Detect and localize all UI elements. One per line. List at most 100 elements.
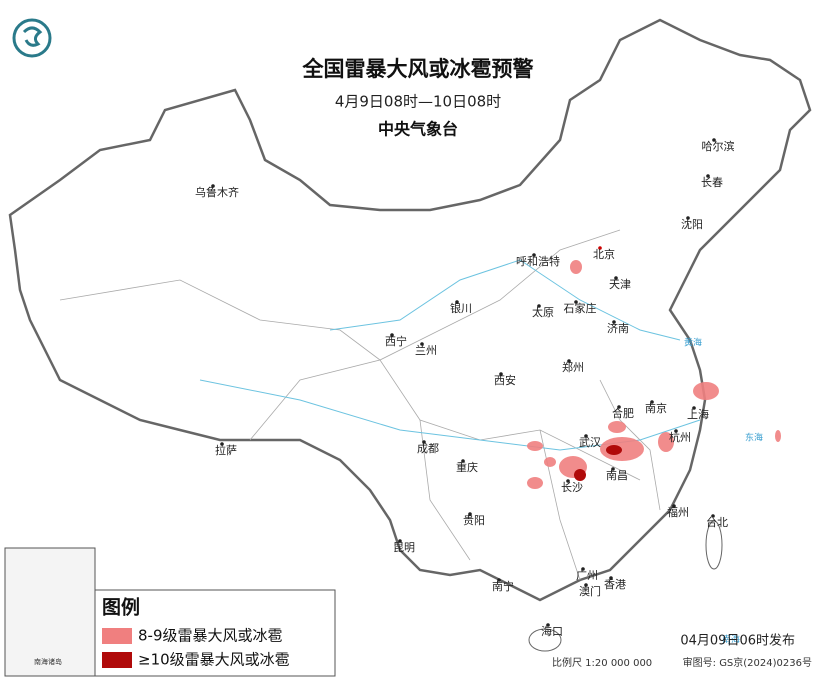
- city-dot: [609, 576, 613, 580]
- logo-mark: [22, 26, 43, 47]
- city-label: 银川: [450, 301, 472, 315]
- city-label: 郑州: [562, 360, 584, 374]
- city-dot: [581, 567, 585, 571]
- city-dot: [612, 320, 616, 324]
- city-dot: [455, 300, 459, 304]
- city-dot: [566, 479, 570, 483]
- city-dot: [674, 429, 678, 433]
- logo: [12, 18, 52, 58]
- warning-area-moderate: [544, 457, 556, 467]
- warning-areas: [527, 260, 781, 489]
- city-dot: [420, 342, 424, 346]
- warning-area-severe: [606, 445, 622, 455]
- city-dot: [598, 246, 602, 250]
- warning-area-moderate: [527, 477, 543, 489]
- legend-label: ≥10级雷暴大风或冰雹: [138, 651, 290, 669]
- legend-title: 图例: [102, 596, 140, 619]
- city-dot: [712, 138, 716, 142]
- city-dot: [499, 372, 503, 376]
- city-label: 澳门: [579, 584, 601, 598]
- city-dot: [567, 359, 571, 363]
- city-label: 南宁: [492, 579, 514, 593]
- city-label: 重庆: [456, 460, 478, 474]
- city-label: 济南: [607, 321, 629, 335]
- city-dot: [574, 300, 578, 304]
- warning-area-moderate: [608, 421, 626, 433]
- city-label: 天津: [609, 278, 631, 291]
- city-label: 石家庄: [564, 301, 597, 315]
- inset: [4, 547, 96, 677]
- city-label: 兰州: [415, 344, 437, 357]
- city-label: 哈尔滨: [702, 139, 735, 153]
- city-dot: [706, 174, 710, 178]
- city-label: 西安: [494, 373, 516, 387]
- city-dot: [584, 434, 588, 438]
- subtitle: 4月9日08时—10日08时: [335, 93, 501, 111]
- city-dot: [532, 253, 536, 257]
- city-dot: [390, 333, 394, 337]
- city-label: 贵阳: [463, 514, 485, 527]
- city-dot: [398, 539, 402, 543]
- city-dot: [461, 459, 465, 463]
- city-label: 合肥: [612, 406, 634, 420]
- city-label: 南京: [645, 401, 667, 415]
- city-dot: [711, 514, 715, 518]
- scale: 比例尺 1:20 000 000: [552, 656, 652, 669]
- warning-area-moderate: [775, 430, 781, 442]
- city-dot: [220, 442, 224, 446]
- city-dot: [422, 440, 426, 444]
- city-dot: [497, 578, 501, 582]
- city-label: 广州: [576, 569, 598, 582]
- city-label: 西宁: [385, 334, 407, 348]
- city-label: 沈阳: [681, 217, 703, 231]
- city-dot: [537, 304, 541, 308]
- warning-area-moderate: [658, 432, 674, 452]
- warning-area-moderate: [527, 441, 543, 451]
- warning-area-moderate: [600, 437, 644, 461]
- issued-time: 04月09日06时发布: [680, 633, 795, 649]
- inset-label: 南海诸岛: [34, 657, 62, 666]
- city-dot: [650, 400, 654, 404]
- sea-label: 东海: [745, 432, 763, 444]
- warning-area-severe: [574, 469, 586, 481]
- city-label: 昆明: [393, 541, 415, 554]
- city-dot: [546, 623, 550, 627]
- legend-items: 8-9级雷暴大风或冰雹 ≥10级雷暴大风或冰雹: [102, 627, 290, 669]
- city-label: 香港: [604, 578, 626, 591]
- city-dot: [617, 405, 621, 409]
- city-label: 杭州: [669, 430, 691, 444]
- city-dot: [611, 467, 615, 471]
- city-dot: [672, 504, 676, 508]
- rivers: [199, 259, 701, 451]
- city-label: 海口: [541, 624, 563, 638]
- city-label: 乌鲁木齐: [195, 185, 239, 199]
- city-label: 长春: [701, 176, 723, 189]
- legend-box: [94, 589, 336, 677]
- province-lines: [59, 229, 661, 581]
- city-dot: [211, 184, 215, 188]
- city-label: 呼和浩特: [516, 254, 560, 268]
- issuer: 中央气象台: [378, 120, 458, 139]
- city-label: 台北: [706, 515, 728, 529]
- hainan: [528, 628, 562, 652]
- taiwan: [705, 520, 723, 570]
- city-dot: [614, 276, 618, 280]
- city-dot: [584, 583, 588, 587]
- city-dot: [692, 406, 696, 410]
- city-label: 长沙: [561, 481, 583, 494]
- city-label: 上海: [687, 407, 709, 421]
- warning-area-moderate: [570, 260, 582, 274]
- warning-area-moderate: [693, 382, 719, 400]
- city-label: 南昌: [606, 469, 628, 482]
- city-label: 拉萨: [215, 443, 237, 457]
- legend-swatch: [102, 652, 132, 668]
- city-label: 太原: [532, 306, 554, 319]
- sea-label: 南海: [722, 634, 740, 646]
- city-dot: [468, 512, 472, 516]
- city-label: 武汉: [579, 436, 601, 449]
- city-label: 北京: [593, 247, 615, 261]
- sea-label: 黄海: [684, 337, 702, 349]
- city-label: 成都: [417, 442, 439, 455]
